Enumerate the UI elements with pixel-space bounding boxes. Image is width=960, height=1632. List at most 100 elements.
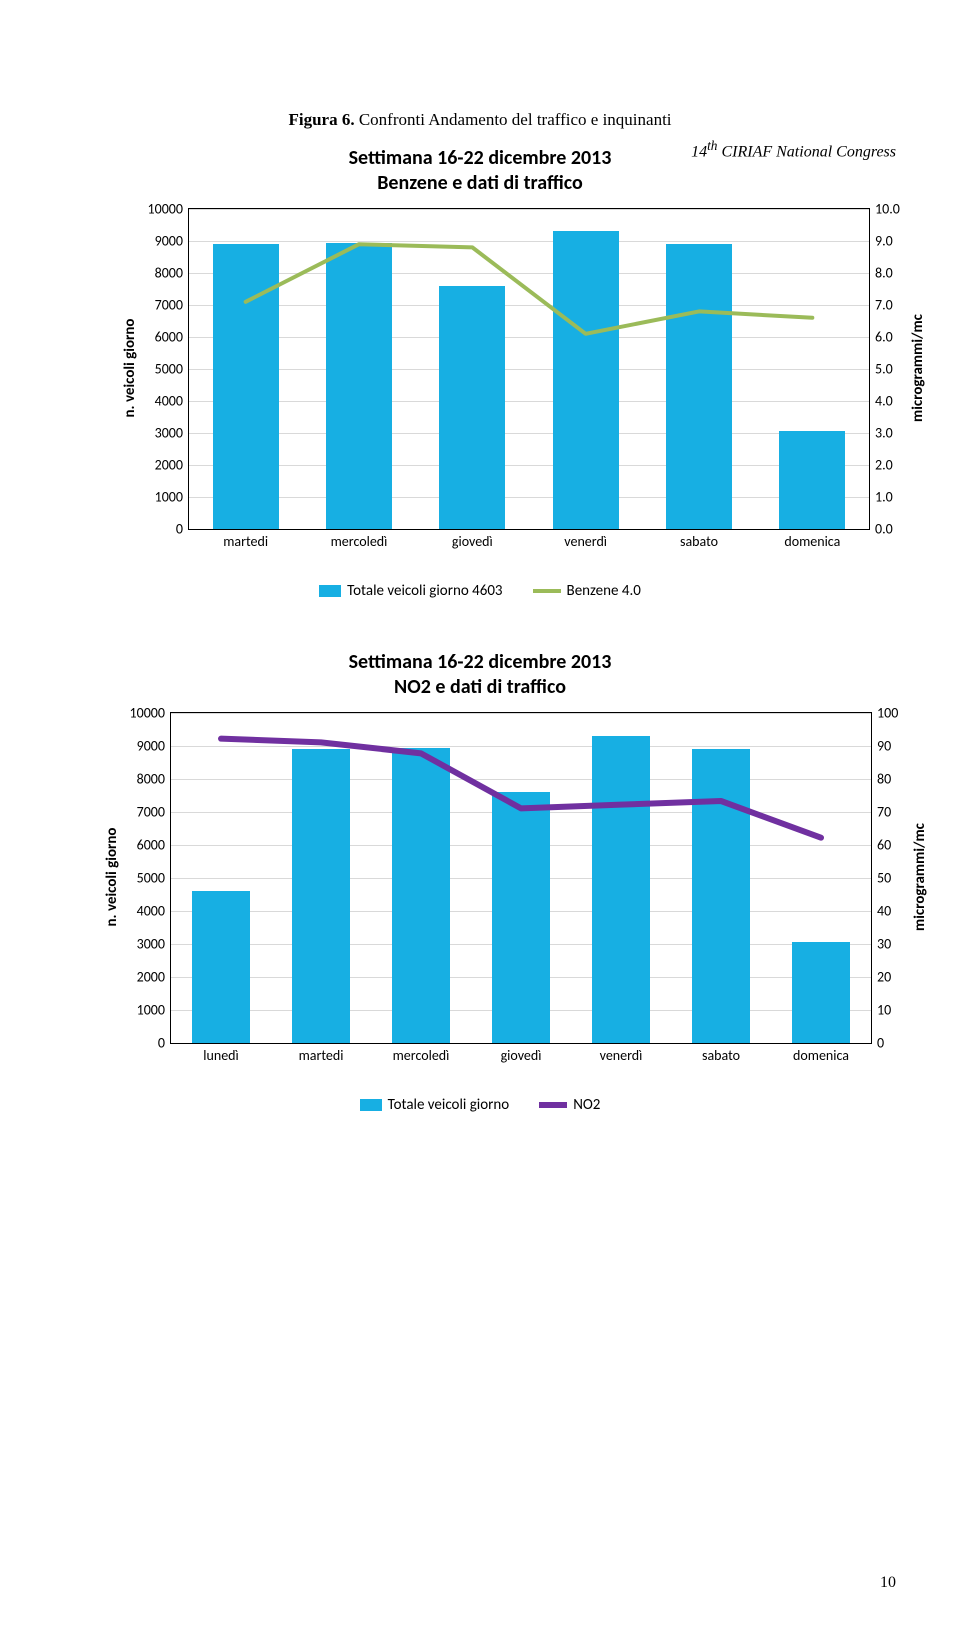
grid-line — [189, 401, 869, 402]
y-tick-right: 5.0 — [869, 361, 893, 378]
y-tick-right: 4.0 — [869, 393, 893, 410]
chart2-legend-bar-swatch — [360, 1099, 382, 1111]
chart1-title-line2: Benzene e dati di traffico — [377, 171, 583, 195]
grid-line — [189, 305, 869, 306]
grid-line — [189, 337, 869, 338]
x-tick: giovedì — [452, 529, 493, 550]
y-tick-left: 7000 — [137, 804, 171, 821]
chart2-legend-line-label: NO2 — [573, 1096, 600, 1114]
y-tick-right: 50 — [871, 870, 891, 887]
x-tick: lunedì — [203, 1043, 238, 1064]
figure-caption-bold: Figura 6. — [288, 110, 354, 129]
y-tick-right: 3.0 — [869, 425, 893, 442]
bar — [592, 736, 650, 1043]
bar — [792, 942, 850, 1043]
y-tick-right: 40 — [871, 903, 891, 920]
x-tick: domenica — [793, 1043, 849, 1064]
x-tick: martedi — [299, 1043, 344, 1064]
chart2-y-label-right: microgrammi/mc — [911, 823, 929, 931]
y-tick-left: 0 — [176, 521, 189, 538]
y-tick-right: 7.0 — [869, 297, 893, 314]
y-tick-right: 20 — [871, 969, 891, 986]
chart2-title-line1: Settimana 16-22 dicembre 2013 — [349, 650, 612, 674]
bar — [779, 431, 845, 529]
chart1-plot-area: 00.010001.020002.030003.040004.050005.06… — [188, 208, 870, 530]
bar — [292, 749, 350, 1043]
y-tick-right: 60 — [871, 837, 891, 854]
grid-line — [189, 433, 869, 434]
x-tick: venerdì — [600, 1043, 643, 1064]
grid-line — [189, 369, 869, 370]
y-tick-left: 2000 — [137, 969, 171, 986]
x-tick: giovedì — [501, 1043, 542, 1064]
bar — [492, 792, 550, 1043]
chart2-plot-area: 0010001020002030003040004050005060006070… — [170, 712, 872, 1044]
y-tick-right: 0 — [871, 1035, 884, 1052]
y-tick-right: 2.0 — [869, 457, 893, 474]
grid-line — [171, 746, 871, 747]
y-tick-right: 0.0 — [869, 521, 893, 538]
chart2-legend: Totale veicoli giorno NO2 — [30, 1096, 930, 1114]
x-tick: venerdì — [564, 529, 607, 550]
bar — [692, 749, 750, 1043]
y-tick-right: 70 — [871, 804, 891, 821]
y-tick-left: 7000 — [155, 297, 189, 314]
y-tick-left: 0 — [158, 1035, 171, 1052]
chart1-legend: Totale veicoli giorno 4603 Benzene 4.0 — [40, 582, 920, 600]
y-tick-left: 8000 — [155, 265, 189, 282]
chart1-legend-bar-swatch — [319, 585, 341, 597]
chart1-y-label-left: n. veicoli giorno — [121, 319, 139, 418]
grid-line — [189, 273, 869, 274]
y-tick-right: 8.0 — [869, 265, 893, 282]
y-tick-right: 10.0 — [869, 201, 900, 218]
bar — [553, 231, 619, 529]
grid-line — [171, 779, 871, 780]
y-tick-left: 9000 — [137, 738, 171, 755]
x-tick: sabato — [680, 529, 718, 550]
x-tick: mercoledì — [331, 529, 388, 550]
bar — [666, 244, 732, 529]
chart1-title: Settimana 16-22 dicembre 2013 Benzene e … — [40, 146, 920, 196]
y-tick-left: 3000 — [137, 936, 171, 953]
grid-line — [189, 209, 869, 210]
y-tick-right: 1.0 — [869, 489, 893, 506]
x-tick: mercoledì — [393, 1043, 450, 1064]
chart2-title: Settimana 16-22 dicembre 2013 NO2 e dati… — [30, 650, 930, 700]
y-tick-left: 3000 — [155, 425, 189, 442]
y-tick-left: 8000 — [137, 771, 171, 788]
y-tick-left: 1000 — [137, 1002, 171, 1019]
page: 14th CIRIAF National Congress Figura 6. … — [0, 110, 960, 1632]
y-tick-right: 9.0 — [869, 233, 893, 250]
y-tick-left: 6000 — [155, 329, 189, 346]
bar — [326, 243, 392, 529]
y-tick-left: 9000 — [155, 233, 189, 250]
y-tick-left: 4000 — [137, 903, 171, 920]
y-tick-left: 10000 — [130, 705, 171, 722]
x-tick: sabato — [702, 1043, 740, 1064]
bar — [213, 244, 279, 529]
chart1-legend-line-item: Benzene 4.0 — [533, 582, 641, 600]
x-tick: martedi — [223, 529, 268, 550]
y-tick-left: 1000 — [155, 489, 189, 506]
chart2-legend-line-swatch — [539, 1102, 567, 1108]
y-tick-right: 90 — [871, 738, 891, 755]
grid-line — [189, 241, 869, 242]
chart1-y-label-right: microgrammi/mc — [909, 314, 927, 422]
y-tick-right: 100 — [871, 705, 898, 722]
y-tick-right: 80 — [871, 771, 891, 788]
bar — [439, 286, 505, 529]
grid-line — [189, 465, 869, 466]
chart2-legend-bar-label: Totale veicoli giorno — [388, 1096, 510, 1114]
bar — [392, 748, 450, 1043]
y-tick-right: 6.0 — [869, 329, 893, 346]
x-tick: domenica — [784, 529, 840, 550]
grid-line — [171, 713, 871, 714]
chart-no2: Settimana 16-22 dicembre 2013 NO2 e dati… — [30, 650, 930, 1114]
chart2-legend-line-item: NO2 — [539, 1096, 600, 1114]
y-tick-left: 6000 — [137, 837, 171, 854]
page-number: 10 — [880, 1574, 896, 1592]
chart2-legend-bar-item: Totale veicoli giorno — [360, 1096, 510, 1114]
chart1-title-line1: Settimana 16-22 dicembre 2013 — [349, 146, 612, 170]
figure-caption-rest: Confronti Andamento del traffico e inqui… — [355, 110, 672, 129]
chart2-y-label-left: n. veicoli giorno — [103, 828, 121, 927]
